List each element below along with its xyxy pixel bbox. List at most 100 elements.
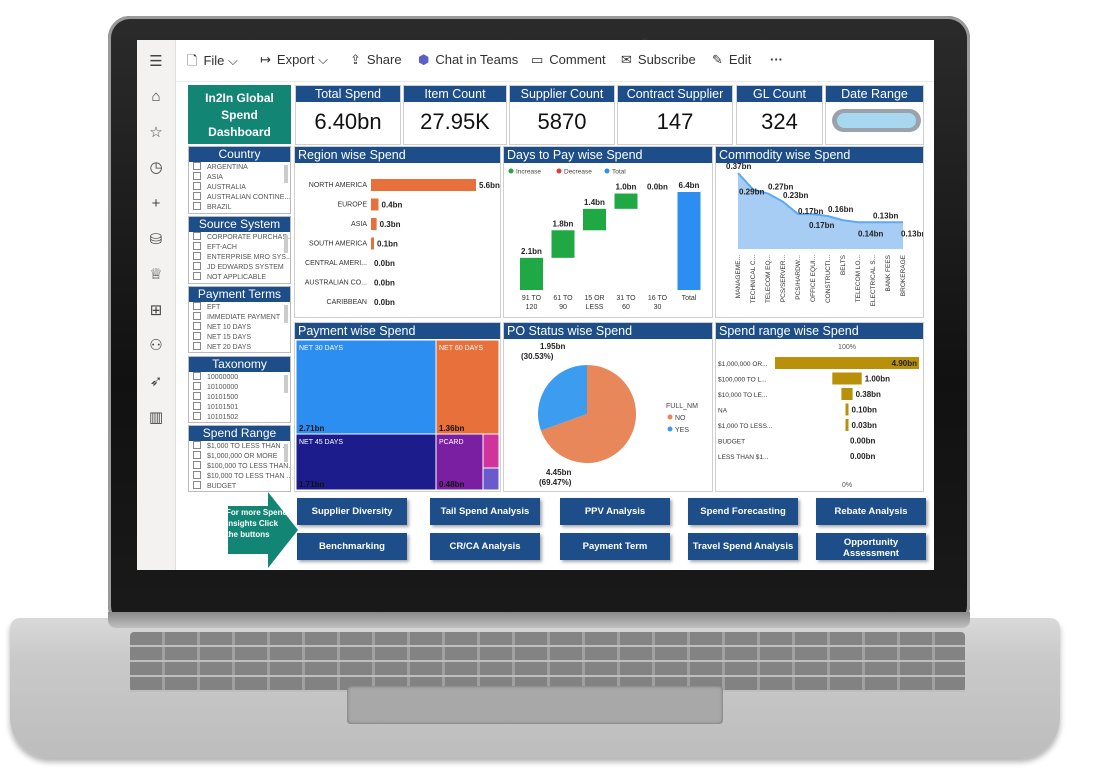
payment-spend-panel: Payment wise Spend NET 30 DAYS 2.71bn NET … <box>294 322 501 492</box>
spend-forecasting-button[interactable]: Spend Forecasting <box>688 498 798 525</box>
slicer-scrollbar[interactable] <box>284 444 288 462</box>
treemap-tile <box>295 433 437 491</box>
waterfall-data-label: 2.1bn <box>521 247 542 256</box>
hamburger-icon[interactable]: ☰ <box>149 53 163 70</box>
region-category-label: ASIA <box>351 221 367 228</box>
share-button[interactable]: ⇪ Share <box>350 52 402 67</box>
commodity-data-label: 0.13bn <box>901 229 923 238</box>
slicer-option[interactable]: EFT-ACH <box>189 242 290 252</box>
slicer-option[interactable]: EFT <box>189 302 290 312</box>
region-bar <box>371 237 374 250</box>
slicer-option[interactable]: ASIA <box>189 172 290 182</box>
slicer-option[interactable]: 10100000 <box>189 382 290 392</box>
home-icon[interactable]: ⌂ <box>151 88 161 105</box>
slicer-option[interactable]: 10101500 <box>189 392 290 402</box>
export-menu[interactable]: ↦ Export ⌵ <box>260 52 328 67</box>
chat-in-teams-button[interactable]: ⬢ Chat in Teams <box>418 52 519 67</box>
slicer-option[interactable]: IMMEDIATE PAYMENT <box>189 312 290 322</box>
comment-button[interactable]: ▭ Comment <box>531 52 606 67</box>
waterfall-category-label: Total <box>682 295 697 302</box>
treemap-value-label: 0.48bn <box>439 480 464 489</box>
commodity-data-label: 0.37bn <box>726 163 751 171</box>
commodity-data-label: 0.13bn <box>873 211 898 220</box>
database-icon[interactable]: ⛁ <box>149 231 163 248</box>
plus-icon[interactable]: + <box>151 195 161 212</box>
funnel-bottom-label: 0% <box>842 482 852 489</box>
slicer-option[interactable]: BRAZIL <box>189 202 290 212</box>
slicer-option[interactable]: NET 20 DAYS <box>189 342 290 352</box>
slicer-option[interactable]: NOT APPLICABLE <box>189 272 290 282</box>
funnel-bar <box>832 372 862 385</box>
slicer-option[interactable]: 10000000 <box>189 372 290 382</box>
rebate-analysis-button[interactable]: Rebate Analysis <box>816 498 926 525</box>
clock-icon[interactable]: ◷ <box>149 159 163 176</box>
people-icon[interactable]: ⚇ <box>149 337 163 354</box>
slicer-option[interactable]: ENTERPRISE MRO SYS... <box>189 252 290 262</box>
file-menu[interactable]: 🗋 File ⌵ <box>187 52 238 70</box>
funnel-data-label: 1.00bn <box>865 375 890 384</box>
slicer-option[interactable]: NET 10 DAYS <box>189 322 290 332</box>
region-data-label: 5.6bn <box>479 181 500 190</box>
slicer-option[interactable]: $1,000 TO LESS THAN ... <box>189 441 290 451</box>
slicer-scrollbar[interactable] <box>284 235 288 253</box>
source-system-slicer[interactable]: Source System CORPORATE PURCHAS... EFT-ACH… <box>188 216 291 284</box>
slicer-option[interactable]: 10101501 <box>189 402 290 412</box>
date-range-slicer[interactable]: Date Range <box>825 85 924 145</box>
pie-slice <box>540 365 636 463</box>
slicer-option[interactable]: AUSTRALIA <box>189 182 290 192</box>
supplier-diversity-button[interactable]: Supplier Diversity <box>297 498 407 525</box>
teams-icon: ⬢ <box>418 52 430 67</box>
rocket-icon[interactable]: ➶ <box>149 373 163 390</box>
funnel-category-label: $100,000 TO L... <box>718 377 767 384</box>
travel-spend-analysis-button[interactable]: Travel Spend Analysis <box>688 533 798 560</box>
commodity-category-label: PCS/HARDW... <box>795 255 802 300</box>
edit-button[interactable]: ✎ Edit <box>712 52 752 67</box>
slicer-option[interactable]: JD EDWARDS SYSTEM <box>189 262 290 272</box>
tail-spend-analysis-button[interactable]: Tail Spend Analysis <box>430 498 540 525</box>
slicer-option[interactable]: ARGENTINA <box>189 162 290 172</box>
star-icon[interactable]: ☆ <box>149 124 163 141</box>
spend-range-funnel: 100% $1,000,000 OR... 4.90bn $100,000 TO L.… <box>718 344 919 489</box>
slicer-option[interactable]: $1,000,000 OR MORE <box>189 451 290 461</box>
slicer-scrollbar[interactable] <box>284 305 288 323</box>
slicer-option[interactable]: $10,000 TO LESS THAN ... <box>189 471 290 481</box>
waterfall-category-label: 31 TO <box>616 295 636 302</box>
laptop-hinge <box>108 612 970 628</box>
book-icon[interactable]: ▥ <box>148 409 164 426</box>
cr-ca-analysis-button[interactable]: CR/CA Analysis <box>430 533 540 560</box>
treemap-tile <box>295 339 437 435</box>
share-icon: ⇪ <box>350 52 361 67</box>
country-slicer[interactable]: Country ARGENTINA ASIA AUSTRALIA AUSTRALIAN … <box>188 146 291 214</box>
slicer-option[interactable]: AUSTRALIAN CONTINE... <box>189 192 290 202</box>
date-range-slider[interactable] <box>832 109 921 132</box>
region-category-label: SOUTH AMERICA <box>309 241 367 248</box>
payment-term-button[interactable]: Payment Term <box>560 533 670 560</box>
treemap-tile <box>435 339 500 435</box>
days-to-pay-panel: Days to Pay wise Spend Increase Decrease T… <box>503 146 713 318</box>
region-spend-panel: Region wise Spend NORTH AMERICA 5.6bn EURO… <box>294 146 501 318</box>
pie-percent-label: (69.47%) <box>539 478 572 487</box>
waterfall-bar <box>520 257 543 290</box>
slicer-option[interactable]: NET 15 DAYS <box>189 332 290 342</box>
taxonomy-slicer[interactable]: Taxonomy 10000000 10100000 10101500 10101501… <box>188 356 291 423</box>
funnel-category-label: BUDGET <box>718 439 745 446</box>
benchmarking-button[interactable]: Benchmarking <box>297 533 407 560</box>
subscribe-button[interactable]: ✉ Subscribe <box>621 52 696 67</box>
slicer-option[interactable]: 10101502 <box>189 412 290 422</box>
slicer-option[interactable]: $100,000 TO LESS THAN... <box>189 461 290 471</box>
apps-icon[interactable]: ⊞ <box>149 302 163 319</box>
trophy-icon[interactable]: ♕ <box>149 266 163 283</box>
spend-range-slicer[interactable]: Spend Range $1,000 TO LESS THAN ... $1,000… <box>188 425 291 492</box>
slicer-scrollbar[interactable] <box>284 165 288 183</box>
treemap-tile-label: PCARD <box>439 439 464 446</box>
more-options-button[interactable]: ··· <box>770 52 783 67</box>
slicer-option[interactable]: BUDGET <box>189 481 290 491</box>
payment-terms-slicer[interactable]: Payment Terms EFT IMMEDIATE PAYMENT NET 10 … <box>188 286 291 353</box>
treemap-value-label: 1.36bn <box>439 424 464 433</box>
export-icon: ↦ <box>260 52 271 67</box>
slicer-scrollbar[interactable] <box>284 375 288 393</box>
opportunity-assessment-button[interactable]: Opportunity Assessment <box>816 533 926 560</box>
funnel-bar <box>841 388 853 400</box>
slicer-option[interactable]: CORPORATE PURCHAS... <box>189 232 290 242</box>
ppv-analysis-button[interactable]: PPV Analysis <box>560 498 670 525</box>
